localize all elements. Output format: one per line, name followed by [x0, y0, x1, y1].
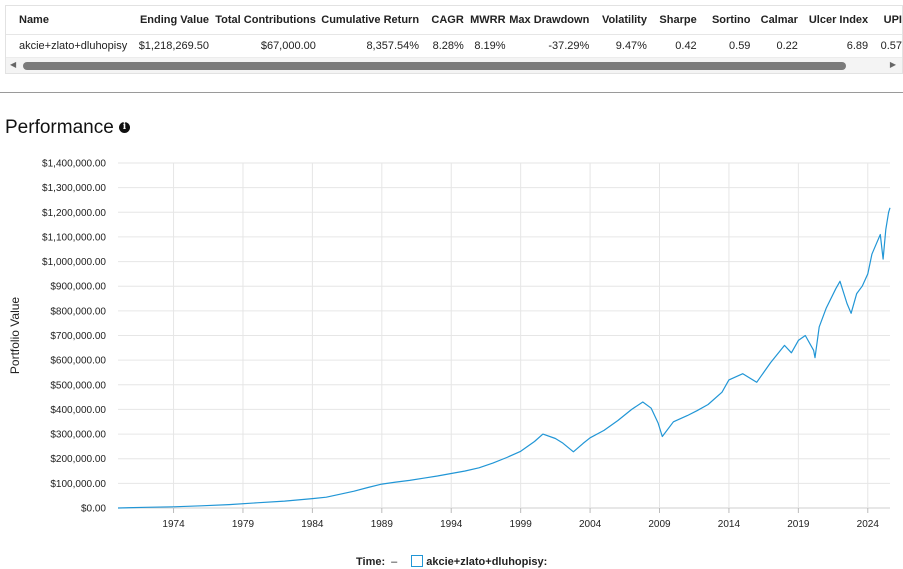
- info-icon[interactable]: i: [119, 122, 130, 133]
- y-tick-label: $1,100,000.00: [42, 232, 106, 243]
- x-tick-label: 1979: [232, 519, 255, 530]
- y-tick-label: $700,000.00: [50, 331, 106, 342]
- y-tick-label: $200,000.00: [50, 454, 106, 465]
- cell-ending-value: $1,218,269.50: [132, 34, 210, 56]
- y-tick-label: $1,000,000.00: [42, 257, 106, 268]
- section-divider: [0, 92, 903, 93]
- x-tick-label: 2024: [857, 519, 880, 530]
- performance-chart[interactable]: $0.00 $100,000.00 $200,000.00 $300,000.00 $4…: [0, 150, 903, 540]
- y-tick-label: $600,000.00: [50, 356, 106, 367]
- legend-series-label[interactable]: akcie+zlato+dluhopisy:: [426, 556, 548, 568]
- header-ulcer-index[interactable]: Ulcer Index: [808, 14, 869, 26]
- cell-upi: 0.57: [868, 34, 902, 56]
- y-tick-label: $1,200,000.00: [42, 208, 106, 219]
- header-cumulative-return[interactable]: Cumulative Return: [321, 14, 420, 26]
- cell-sortino: 0.59: [696, 34, 751, 56]
- cell-cumulative-return: 8,357.54%: [315, 34, 420, 56]
- cell-ulcer-index: 6.89: [797, 34, 869, 56]
- y-tick-label: $1,400,000.00: [42, 159, 106, 170]
- y-tick-label: $800,000.00: [50, 306, 106, 317]
- cell-sharpe: 0.42: [646, 34, 697, 56]
- y-tick-label: $1,300,000.00: [42, 183, 106, 194]
- y-tick-label: $100,000.00: [50, 479, 106, 490]
- y-axis-title: Portfolio Value: [8, 297, 22, 374]
- cell-max-drawdown: -37.29%: [505, 34, 590, 56]
- y-tick-label: $0.00: [81, 504, 106, 515]
- y-tick-label: $300,000.00: [50, 430, 106, 441]
- cell-cagr: 8.28%: [419, 34, 464, 56]
- y-tick-label: $400,000.00: [50, 405, 106, 416]
- cell-volatility: 9.47%: [589, 34, 647, 56]
- x-tick-label: 1974: [162, 519, 185, 530]
- header-cagr[interactable]: CAGR: [431, 14, 464, 26]
- x-tick-label: 2014: [718, 519, 741, 530]
- y-tick-label: $900,000.00: [50, 282, 106, 293]
- legend-series-swatch[interactable]: [411, 555, 424, 567]
- metrics-table-container: Name Ending Value Total Contributions Cu…: [5, 5, 903, 74]
- table-header-row: Name Ending Value Total Contributions Cu…: [6, 6, 902, 35]
- series-line[interactable]: [117, 207, 891, 509]
- header-volatility[interactable]: Volatility: [601, 14, 647, 26]
- header-mwrr[interactable]: MWRR: [470, 14, 506, 26]
- x-tick-label: 2009: [648, 519, 671, 530]
- x-tick-label: 2019: [787, 519, 810, 530]
- header-max-drawdown[interactable]: Max Drawdown: [509, 14, 590, 26]
- scroll-right-icon[interactable]: ▶: [889, 60, 896, 69]
- horizontal-scrollbar[interactable]: ◀ ▶: [6, 57, 902, 73]
- table-row: akcie+zlato+dluhopisy $1,218,269.50 $67,…: [6, 34, 902, 56]
- metrics-table: Name Ending Value Total Contributions Cu…: [6, 6, 902, 56]
- x-tick-label: 1994: [440, 519, 463, 530]
- legend-time-label: Time:: [356, 556, 386, 568]
- header-total-contributions[interactable]: Total Contributions: [215, 14, 316, 26]
- x-tick-label: 1999: [510, 519, 533, 530]
- header-calmar[interactable]: Calmar: [760, 14, 798, 26]
- legend-time-value: –: [391, 556, 398, 568]
- y-tick-label: $500,000.00: [50, 380, 106, 391]
- scrollbar-thumb[interactable]: [23, 62, 846, 70]
- performance-title: Performance: [5, 117, 114, 138]
- cell-total-contributions: $67,000.00: [209, 34, 316, 56]
- chart-legend: Time: – akcie+zlato+dluhopisy:: [356, 555, 547, 568]
- header-ending-value[interactable]: Ending Value: [139, 14, 210, 26]
- cell-mwrr: 8.19%: [463, 34, 506, 56]
- scroll-left-icon[interactable]: ◀: [10, 60, 17, 69]
- cell-name: akcie+zlato+dluhopisy: [6, 34, 133, 56]
- header-upi[interactable]: UPI: [883, 14, 902, 26]
- cell-calmar: 0.22: [750, 34, 798, 56]
- x-tick-label: 1989: [371, 519, 394, 530]
- x-tick-label: 2004: [579, 519, 602, 530]
- header-name[interactable]: Name: [19, 14, 49, 26]
- x-tick-label: 1984: [301, 519, 324, 530]
- header-sortino[interactable]: Sortino: [711, 14, 751, 26]
- header-sharpe[interactable]: Sharpe: [659, 14, 697, 26]
